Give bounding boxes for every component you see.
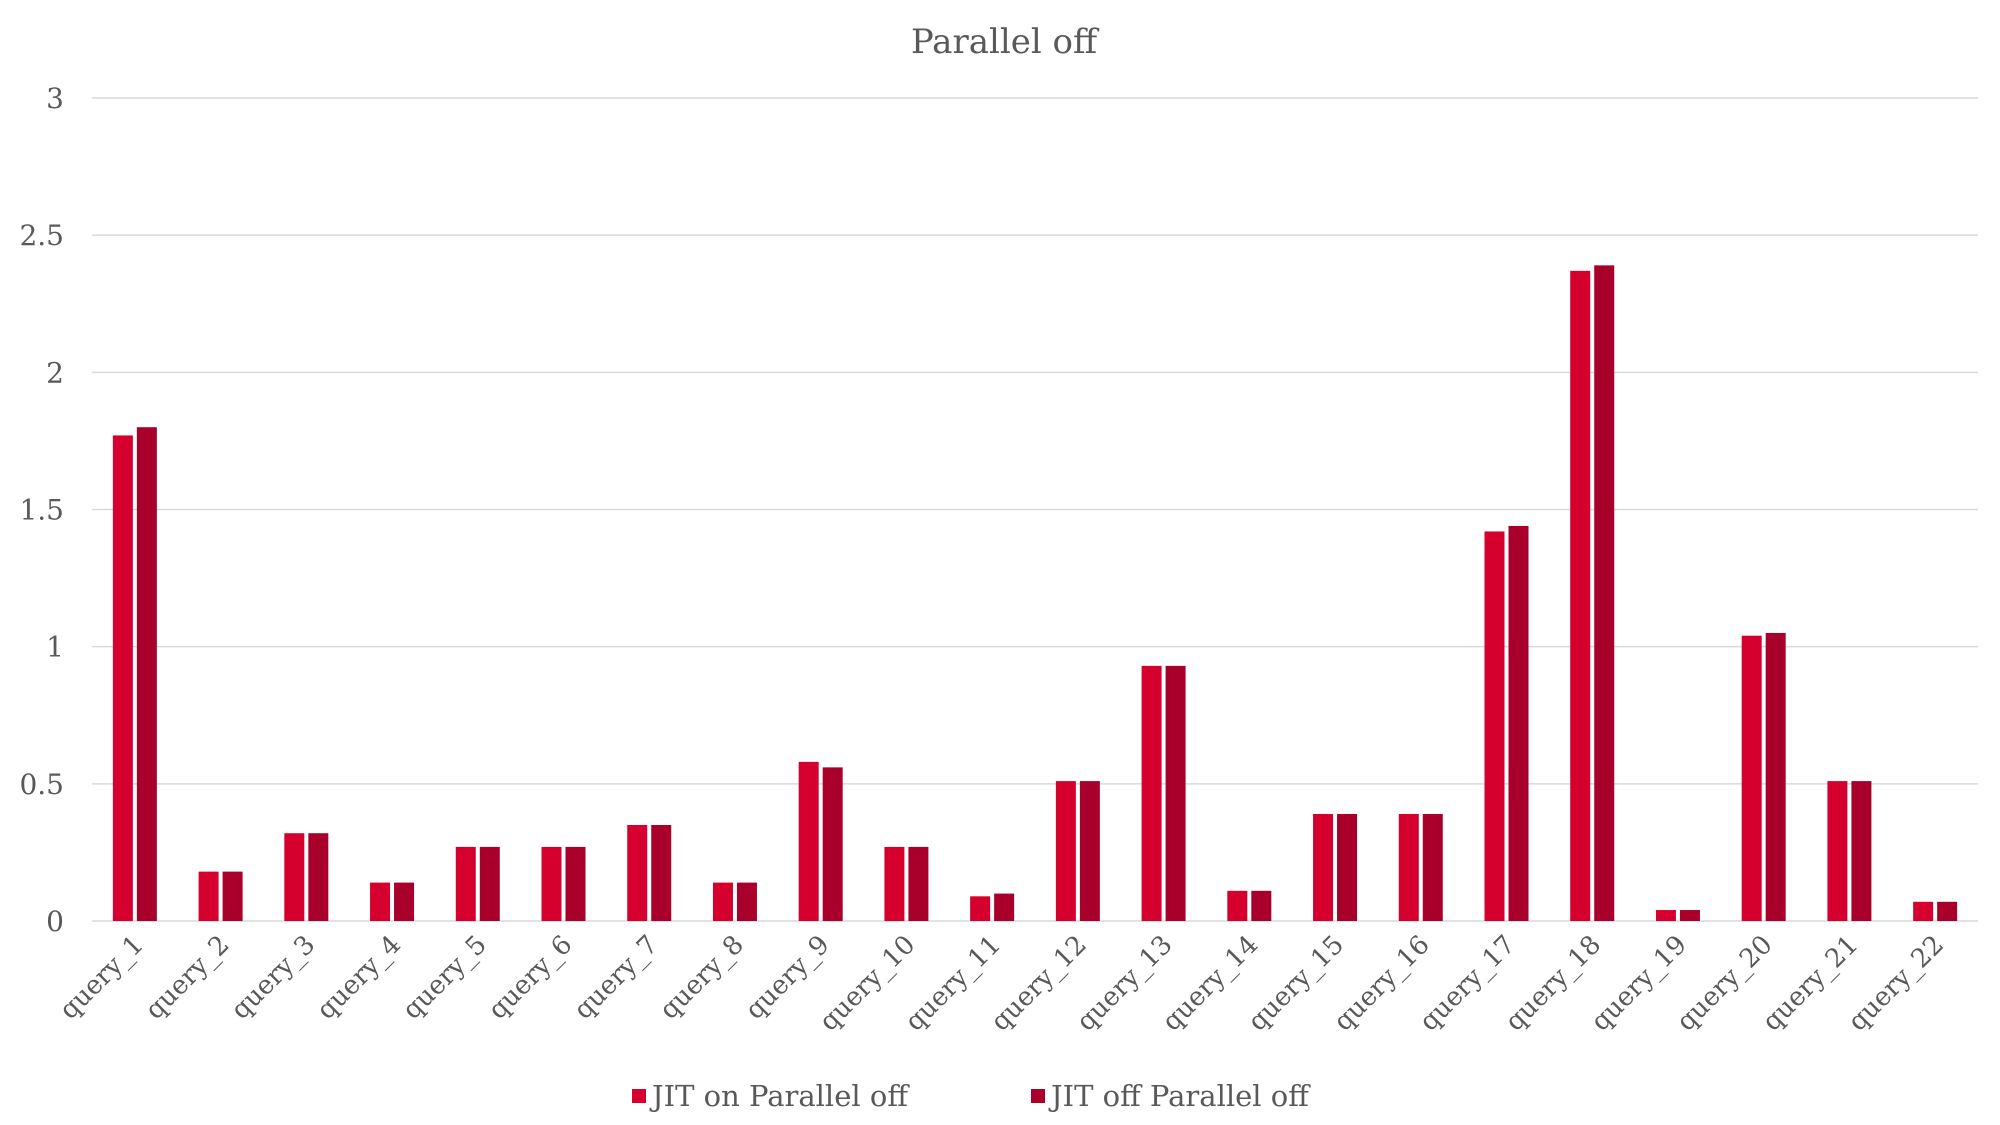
bar-jit-on-query-22 <box>1913 901 1934 921</box>
x-tick-label: query_2 <box>140 930 236 1026</box>
bar-jit-on-query-14 <box>1227 890 1248 921</box>
legend: JIT on Parallel off JIT off Parallel off <box>632 1079 1311 1113</box>
chart-title: Parallel off <box>911 22 1100 62</box>
x-tick-label: query_7 <box>568 930 664 1026</box>
bar-jit-on-query-15 <box>1313 814 1334 921</box>
bar-jit-off-query-9 <box>822 767 843 921</box>
bar-jit-off-query-17 <box>1508 525 1529 921</box>
bar-jit-off-query-13 <box>1165 665 1186 921</box>
bar-jit-on-query-7 <box>627 824 648 921</box>
bar-jit-on-query-21 <box>1827 781 1848 921</box>
bar-jit-on-query-16 <box>1398 814 1419 921</box>
y-tick-label: 0 <box>46 905 64 938</box>
y-tick-label: 2.5 <box>19 219 64 252</box>
bar-jit-off-query-2 <box>222 871 243 921</box>
bar-jit-off-query-18 <box>1594 265 1615 921</box>
x-tick-label: query_5 <box>397 930 493 1026</box>
y-tick-label: 2 <box>46 356 64 389</box>
bar-jit-on-query-1 <box>112 435 133 921</box>
bar-jit-off-query-12 <box>1079 781 1100 921</box>
bar-jit-off-query-22 <box>1937 901 1958 921</box>
bar-jit-off-query-3 <box>308 833 329 921</box>
bar-jit-on-query-18 <box>1570 270 1591 922</box>
bar-jit-off-query-16 <box>1422 814 1443 921</box>
bar-jit-on-query-9 <box>798 761 819 921</box>
bar-jit-on-query-10 <box>884 846 905 921</box>
bar-jit-on-query-4 <box>370 882 391 921</box>
bar-jit-off-query-15 <box>1337 814 1358 921</box>
bar-jit-off-query-6 <box>565 846 586 921</box>
bar-jit-off-query-11 <box>994 893 1015 921</box>
legend-swatch-jit-on <box>632 1089 646 1103</box>
legend-label-jit-on: JIT on Parallel off <box>649 1079 910 1113</box>
bars <box>112 265 1958 922</box>
bar-jit-off-query-20 <box>1765 632 1786 921</box>
x-tick-label: query_8 <box>654 930 750 1026</box>
x-axis-tick-labels: query_1query_2query_3query_4query_5query… <box>54 930 1950 1037</box>
bar-jit-off-query-4 <box>394 882 415 921</box>
bar-jit-on-query-11 <box>970 896 991 921</box>
bar-jit-off-query-1 <box>136 427 157 921</box>
bar-jit-on-query-20 <box>1741 635 1762 921</box>
bar-jit-off-query-5 <box>479 846 500 921</box>
bar-jit-off-query-19 <box>1679 910 1700 921</box>
bar-jit-off-query-10 <box>908 846 929 921</box>
bar-jit-on-query-3 <box>284 833 305 921</box>
grid-lines <box>92 97 1978 922</box>
bar-jit-on-query-8 <box>712 882 733 921</box>
y-tick-label: 1 <box>46 631 64 664</box>
x-tick-label: query_4 <box>311 930 407 1026</box>
bar-jit-off-query-8 <box>736 882 757 921</box>
bar-jit-on-query-19 <box>1655 910 1676 921</box>
bar-jit-off-query-7 <box>651 824 672 921</box>
y-tick-label: 0.5 <box>19 768 64 801</box>
x-tick-label: query_1 <box>54 930 150 1026</box>
bar-jit-on-query-17 <box>1484 531 1505 921</box>
bar-jit-on-query-2 <box>198 871 219 921</box>
bar-jit-on-query-5 <box>455 846 476 921</box>
legend-swatch-jit-off <box>1031 1089 1045 1103</box>
y-tick-label: 3 <box>46 82 64 115</box>
x-tick-label: query_6 <box>483 930 579 1026</box>
x-tick-label: query_3 <box>225 930 321 1026</box>
y-axis-tick-labels: 0 0.5 1 1.5 2 2.5 3 <box>19 82 64 938</box>
bar-jit-off-query-14 <box>1251 890 1272 921</box>
bar-jit-on-query-13 <box>1141 665 1162 921</box>
legend-label-jit-off: JIT off Parallel off <box>1048 1079 1311 1113</box>
y-tick-label: 1.5 <box>19 494 64 527</box>
bar-jit-on-query-6 <box>541 846 562 921</box>
bar-jit-off-query-21 <box>1851 781 1872 921</box>
bar-jit-on-query-12 <box>1055 781 1076 921</box>
